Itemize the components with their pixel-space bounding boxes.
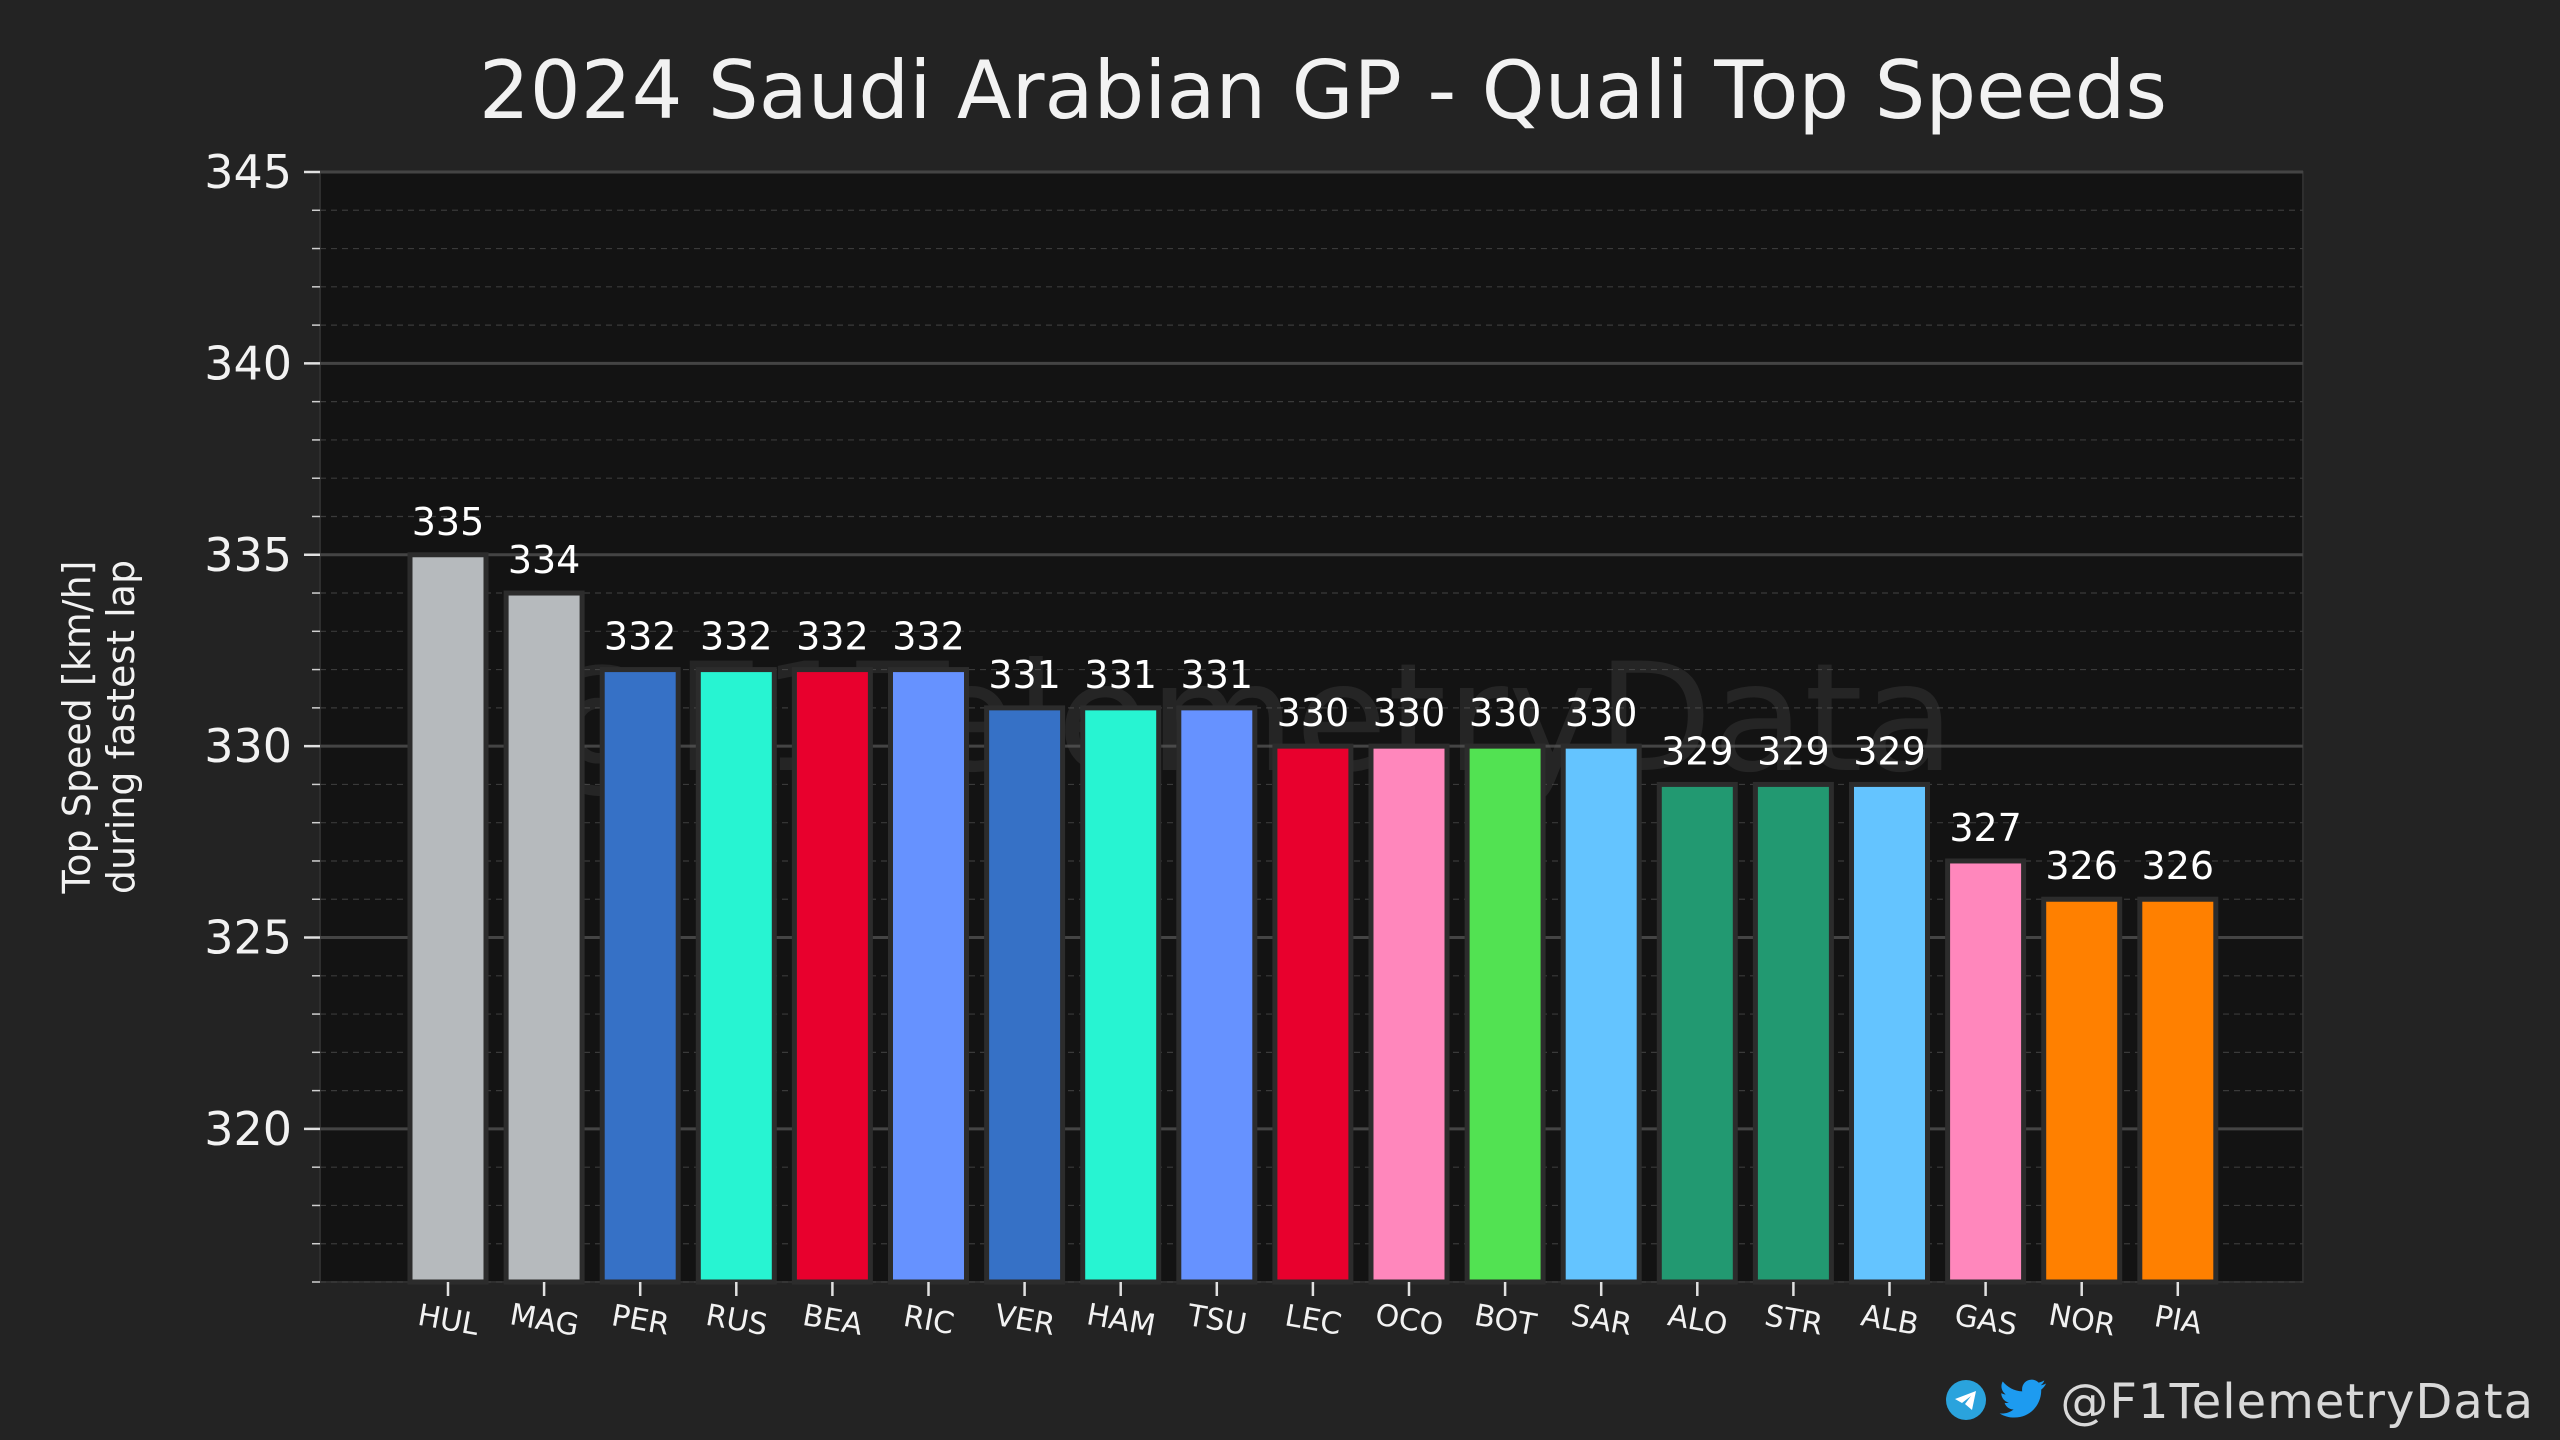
x-tick-label: ALO <box>1665 1298 1730 1343</box>
data-label: 330 <box>1469 691 1542 735</box>
bar-alb <box>1849 781 1930 1285</box>
bar-ham <box>1080 705 1162 1285</box>
y-axis-label: Top Speed [km/h] during fastest lap <box>55 560 143 895</box>
telegram-icon[interactable] <box>1944 1378 1988 1426</box>
data-label: 331 <box>988 653 1061 697</box>
x-tick-label: PIA <box>2152 1299 2205 1342</box>
footer: @F1TelemetryData <box>1944 1374 2534 1430</box>
data-label: 335 <box>412 500 485 544</box>
data-label: 330 <box>1565 691 1638 735</box>
x-tick-label: STR <box>1762 1298 1825 1343</box>
bar-gas <box>1945 858 2027 1285</box>
y-axis-label-line2: during fastest lap <box>99 560 143 894</box>
y-tick-label: 345 <box>204 145 292 199</box>
y-tick-label: 340 <box>204 336 292 390</box>
x-tick-label: HUL <box>415 1298 482 1343</box>
x-tick-label: BOT <box>1472 1298 1540 1343</box>
x-axis: HUL MAG PER RUS BEA RIC VER HAM TSU LEC OCO BOT SAR A… <box>415 1282 2205 1344</box>
data-label: 329 <box>1661 729 1734 773</box>
bar-alo <box>1656 781 1738 1285</box>
bar-per <box>599 667 681 1285</box>
x-tick-label: MAG <box>507 1297 581 1343</box>
data-label: 330 <box>1277 691 1350 735</box>
data-label: 332 <box>796 615 869 659</box>
y-axis-label-line1: Top Speed [km/h] <box>55 561 99 895</box>
bar-bea <box>791 667 873 1285</box>
data-label: 329 <box>1853 729 1926 773</box>
data-label: 330 <box>1373 691 1446 735</box>
bar-oco <box>1368 743 1450 1285</box>
chart-title: 2024 Saudi Arabian GP - Quali Top Speeds <box>479 44 2167 137</box>
footer-handle: @F1TelemetryData <box>2060 1374 2534 1430</box>
x-tick-label: VER <box>992 1298 1057 1343</box>
y-tick-label: 320 <box>204 1102 292 1156</box>
data-label: 331 <box>1181 653 1254 697</box>
twitter-icon[interactable] <box>1998 1378 2050 1426</box>
bar-lec <box>1272 743 1354 1285</box>
x-tick-label: SAR <box>1568 1298 1634 1343</box>
bars: 335 334 332 332 332 332 331 331 331 330 330 330 330 3… <box>407 500 2219 1285</box>
bar-tsu <box>1176 705 1258 1285</box>
x-tick-label: TSU <box>1184 1298 1249 1343</box>
data-label: 326 <box>2045 844 2118 888</box>
x-tick-label: GAS <box>1952 1298 2020 1343</box>
bar-rus <box>695 667 777 1285</box>
bar-mag <box>503 590 585 1285</box>
x-tick-label: LEC <box>1282 1298 1344 1342</box>
x-tick-label: RUS <box>703 1298 770 1343</box>
x-tick-label: BEA <box>800 1298 866 1343</box>
x-tick-label: RIC <box>901 1299 957 1342</box>
bar-sar <box>1560 743 1642 1285</box>
x-tick-label: ALB <box>1858 1298 1921 1343</box>
x-tick-label: NOR <box>2046 1297 2118 1343</box>
y-tick-label: 330 <box>204 719 292 773</box>
y-tick-label: 325 <box>204 911 292 965</box>
bar-bot <box>1464 743 1546 1285</box>
data-label: 327 <box>1949 806 2022 850</box>
data-label: 332 <box>700 615 773 659</box>
data-label: 332 <box>892 615 965 659</box>
x-tick-label: PER <box>609 1298 672 1343</box>
data-label: 332 <box>604 615 677 659</box>
x-tick-label: HAM <box>1084 1297 1158 1343</box>
bar-pia <box>2137 896 2219 1285</box>
bar-hul <box>407 552 489 1285</box>
x-tick-label: OCO <box>1373 1297 1446 1343</box>
bar-ver <box>984 705 1066 1285</box>
bar-str <box>1752 781 1834 1285</box>
y-axis: 320 325 330 335 340 345 <box>204 145 320 1283</box>
data-label: 331 <box>1084 653 1157 697</box>
data-label: 326 <box>2142 844 2215 888</box>
bar-ric <box>888 667 969 1285</box>
data-label: 334 <box>508 538 581 582</box>
y-tick-label: 335 <box>204 528 292 582</box>
bar-nor <box>2041 896 2123 1285</box>
data-label: 329 <box>1757 729 1830 773</box>
